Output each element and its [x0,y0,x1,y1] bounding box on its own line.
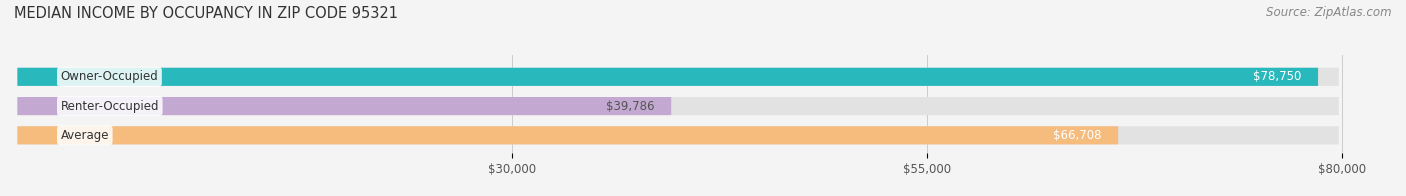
Text: $78,750: $78,750 [1253,70,1302,83]
FancyBboxPatch shape [17,97,1339,115]
Text: Average: Average [60,129,110,142]
Text: $39,786: $39,786 [606,100,655,113]
Text: $66,708: $66,708 [1053,129,1101,142]
Text: MEDIAN INCOME BY OCCUPANCY IN ZIP CODE 95321: MEDIAN INCOME BY OCCUPANCY IN ZIP CODE 9… [14,6,398,21]
FancyBboxPatch shape [17,97,671,115]
FancyBboxPatch shape [17,68,1317,86]
FancyBboxPatch shape [17,126,1339,144]
Text: Renter-Occupied: Renter-Occupied [60,100,159,113]
Text: Source: ZipAtlas.com: Source: ZipAtlas.com [1267,6,1392,19]
FancyBboxPatch shape [17,68,1339,86]
Text: Owner-Occupied: Owner-Occupied [60,70,159,83]
FancyBboxPatch shape [17,126,1118,144]
